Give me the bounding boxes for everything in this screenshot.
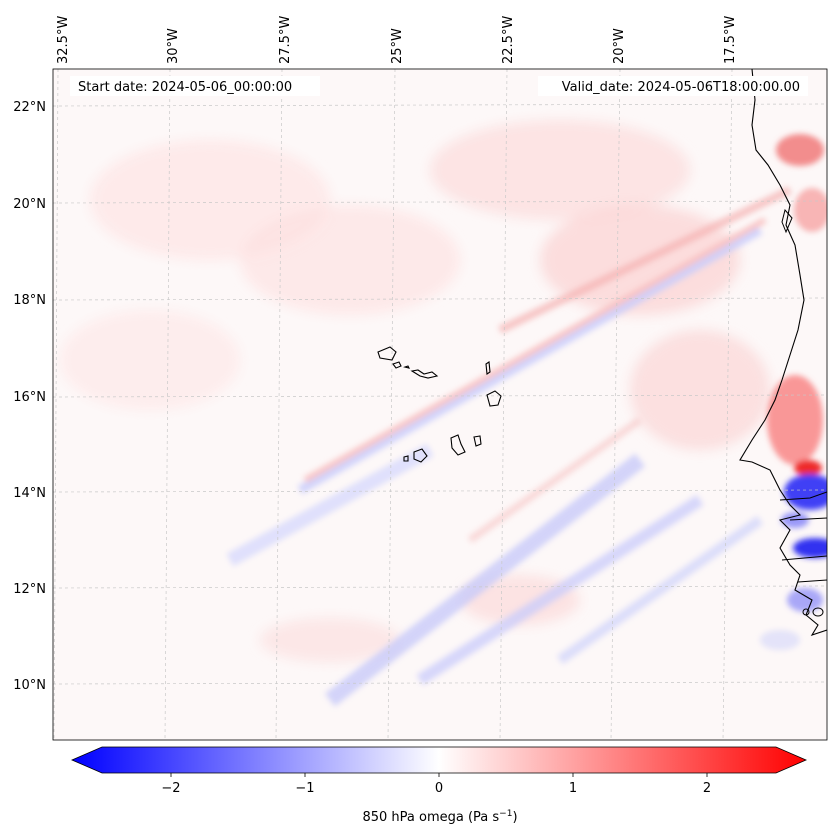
- longitude-labels: 32.5°W 30°W 27.5°W 25°W 22.5°W 20°W 17.5…: [56, 16, 738, 64]
- latitude-labels: 22°N 20°N 18°N 16°N 14°N 12°N 10°N: [13, 100, 46, 693]
- positive-omega-field: [60, 120, 770, 662]
- colorbar-label-sup: −1: [499, 809, 512, 819]
- colorbar-tick: 2: [703, 781, 711, 796]
- africa-coastline: [739, 69, 827, 636]
- island-maio: [473, 435, 482, 447]
- island-sao-nicolau: [410, 369, 439, 379]
- island-santa-luzia: [403, 365, 411, 369]
- island-boa-vista: [486, 390, 502, 407]
- lon-label: 17.5°W: [723, 16, 738, 64]
- colorbar-tick: −1: [295, 781, 314, 796]
- coastal-omega-cells: [760, 134, 827, 650]
- lon-label: 30°W: [166, 28, 181, 64]
- map-panel: [53, 69, 827, 740]
- lat-label: 10°N: [13, 678, 46, 693]
- graticule: [53, 69, 827, 740]
- colorbar-label-end: ): [512, 810, 517, 825]
- lat-label: 18°N: [13, 293, 46, 308]
- lat-label: 22°N: [13, 100, 46, 115]
- colorbar-label: 850 hPa omega (Pa s−1): [362, 809, 517, 825]
- lon-label: 22.5°W: [501, 16, 516, 64]
- start-date-label: Start date: 2024-05-06_00:00:00: [78, 80, 292, 95]
- valid-date-label: Valid_date: 2024-05-06T18:00:00.00: [562, 80, 800, 95]
- colorbar: −2 −1 0 1 2 850 hPa omega (Pa s−1): [70, 746, 808, 825]
- island-brava: [403, 455, 409, 462]
- lon-label: 25°W: [390, 28, 405, 64]
- colorbar-tick: 1: [569, 781, 577, 796]
- start-date-box: [70, 76, 320, 96]
- island-santo-antao: [377, 346, 397, 361]
- island-fogo: [413, 448, 428, 463]
- island-sal: [485, 361, 491, 375]
- colorbar-tick: −2: [161, 781, 180, 796]
- map-frame: [52, 68, 828, 741]
- lat-label: 14°N: [13, 486, 46, 501]
- lon-label: 20°W: [612, 28, 627, 64]
- lon-label: 27.5°W: [278, 16, 293, 64]
- colorbar-label-main: 850 hPa omega (Pa s: [362, 810, 499, 825]
- frontal-bands: [226, 186, 792, 707]
- lat-label: 20°N: [13, 197, 46, 212]
- cape-verde-islands: [377, 346, 502, 463]
- colorbar-tick: 0: [435, 781, 443, 796]
- lat-label: 12°N: [13, 582, 46, 597]
- lon-label: 32.5°W: [56, 16, 71, 64]
- colorbar-bar: [70, 746, 808, 774]
- valid-date-box: [538, 76, 808, 96]
- island-santiago: [450, 434, 466, 456]
- lat-label: 16°N: [13, 390, 46, 405]
- island-sao-vicente: [392, 361, 402, 369]
